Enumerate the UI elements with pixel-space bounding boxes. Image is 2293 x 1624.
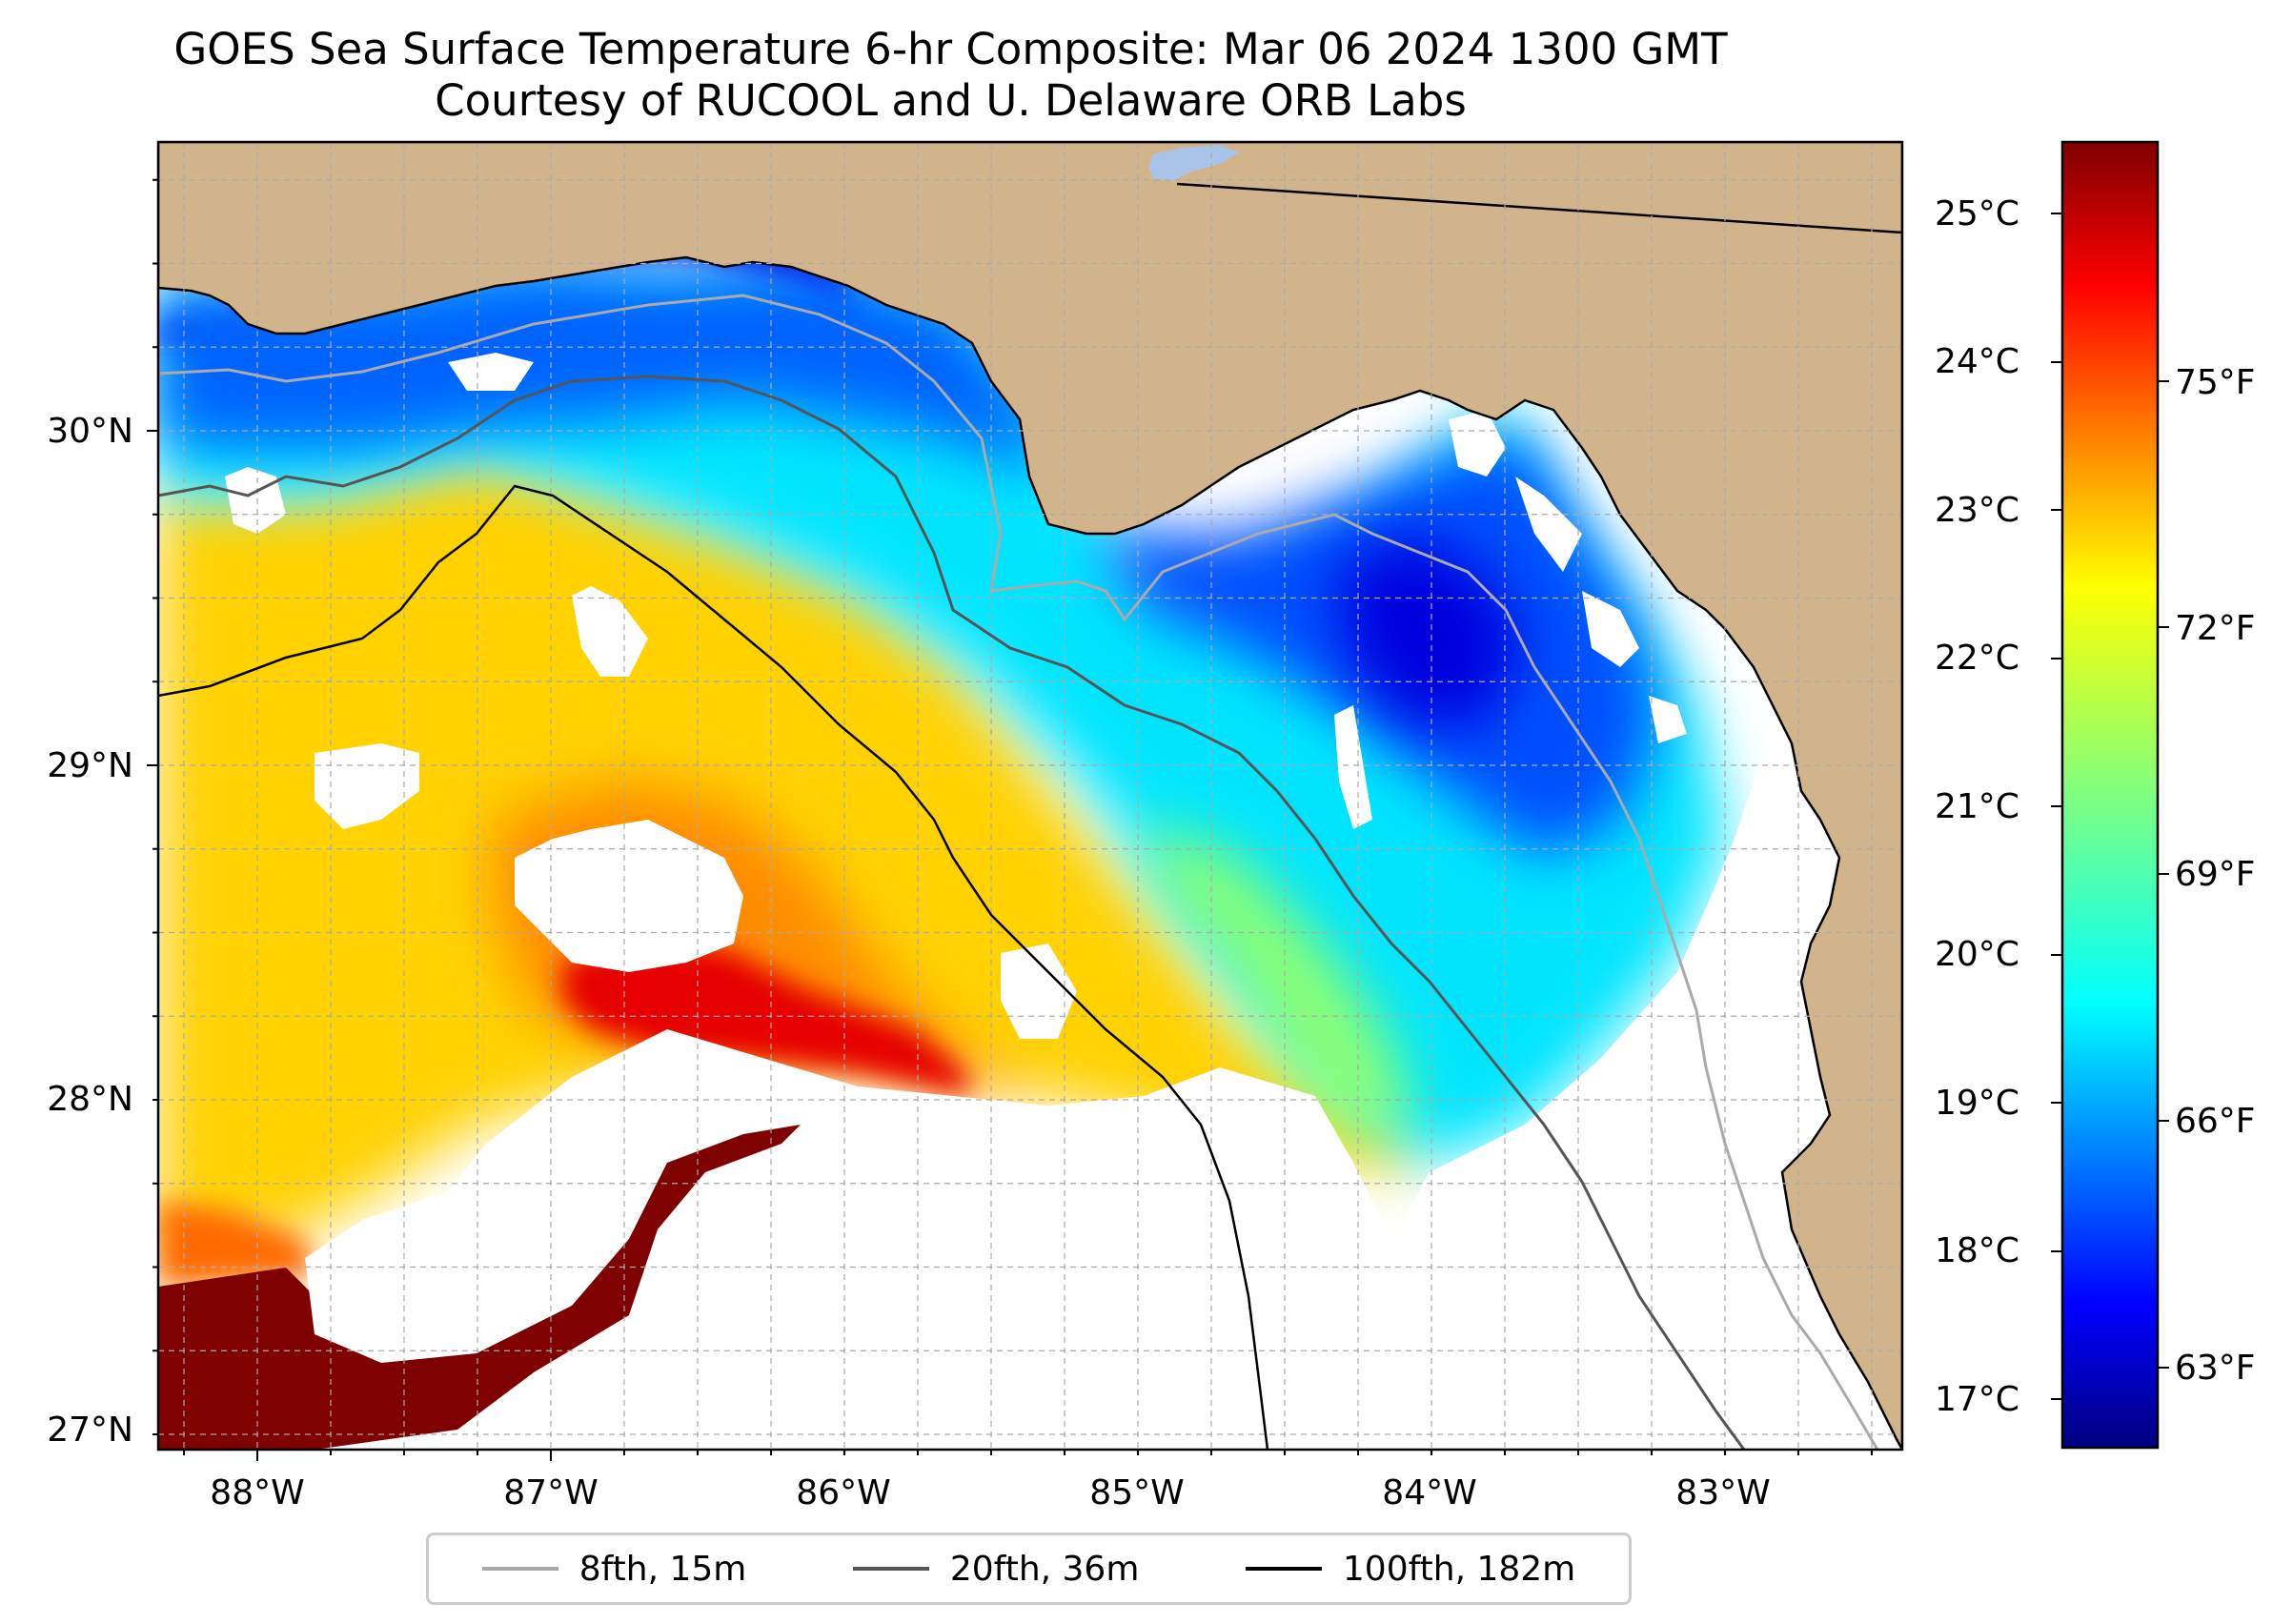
cb-c-17: 17°C: [1935, 1380, 2019, 1419]
y-axis-labels: 30°N 29°N 28°N 27°N: [47, 412, 133, 1450]
lon-label-87w: 87°W: [503, 1473, 598, 1512]
colorbar-fahrenheit-labels: 75°F 72°F 69°F 66°F 63°F: [2175, 363, 2256, 1388]
cb-f-63: 63°F: [2175, 1349, 2256, 1388]
legend-swatch-100fth: [1245, 1567, 1322, 1571]
isobath-legend: 8fth, 15m 20fth, 36m 100fth, 182m: [426, 1533, 1632, 1605]
legend-item-100fth: 100fth, 182m: [1245, 1549, 1576, 1589]
lon-label-86w: 86°W: [796, 1473, 890, 1512]
isobath-100fth: [158, 484, 1269, 1450]
graticule: [158, 142, 1902, 1450]
cb-c-24: 24°C: [1935, 342, 2019, 381]
lat-label-29n: 29°N: [47, 746, 133, 785]
lon-label-83w: 83°W: [1675, 1473, 1770, 1512]
cb-c-20: 20°C: [1935, 935, 2019, 974]
plot-frame: [156, 140, 1904, 1451]
cb-f-72: 72°F: [2175, 609, 2256, 648]
map-plot-area: [158, 142, 1902, 1450]
legend-item-8fth: 8fth, 15m: [481, 1549, 747, 1589]
sst-field: [158, 172, 1725, 1450]
cb-c-22: 22°C: [1935, 639, 2019, 678]
lon-label-88w: 88°W: [210, 1473, 304, 1512]
x-axis-labels: 88°W 87°W 86°W 85°W 84°W 83°W: [210, 1473, 1770, 1512]
legend-item-20fth: 20fth, 36m: [852, 1549, 1140, 1589]
chart-title: GOES Sea Surface Temperature 6-hr Compos…: [173, 24, 1728, 74]
isobaths: [158, 294, 1879, 1450]
state-border: [1176, 182, 1902, 234]
legend-label-8fth: 8fth, 15m: [578, 1549, 747, 1589]
no-data-holes: [225, 353, 1902, 1450]
lat-label-28n: 28°N: [47, 1080, 133, 1119]
isobath-8fth: [158, 294, 1879, 1450]
lon-label-84w: 84°W: [1382, 1473, 1476, 1512]
cb-f-66: 66°F: [2175, 1102, 2256, 1141]
axis-ticks: [147, 178, 1873, 1461]
chart-subtitle: Courtesy of RUCOOL and U. Delaware ORB L…: [435, 75, 1467, 126]
legend-swatch-8fth: [481, 1567, 558, 1571]
cb-c-23: 23°C: [1935, 491, 2019, 530]
lon-label-85w: 85°W: [1089, 1473, 1184, 1512]
cb-c-18: 18°C: [1935, 1231, 2019, 1270]
legend-label-20fth: 20fth, 36m: [949, 1549, 1140, 1589]
lat-label-30n: 30°N: [47, 412, 133, 451]
land: [158, 142, 1902, 1450]
legend-label-100fth: 100fth, 182m: [1342, 1549, 1576, 1589]
cb-c-25: 25°C: [1935, 194, 2019, 233]
isobath-20fth: [158, 375, 1746, 1450]
colorbar-gradient: [2060, 140, 2160, 1450]
lat-label-27n: 27°N: [47, 1411, 133, 1450]
legend-swatch-20fth: [852, 1567, 929, 1571]
cb-f-75: 75°F: [2175, 363, 2256, 402]
cb-c-21: 21°C: [1935, 787, 2019, 826]
colorbar-celsius-labels: 25°C 24°C 23°C 22°C 21°C 20°C 19°C 18°C …: [1935, 194, 2019, 1419]
lake: [1148, 145, 1239, 181]
cb-f-69: 69°F: [2175, 855, 2256, 894]
cb-c-19: 19°C: [1935, 1084, 2019, 1123]
colorbar: 25°C 24°C 23°C 22°C 21°C 20°C 19°C 18°C …: [1935, 140, 2256, 1450]
